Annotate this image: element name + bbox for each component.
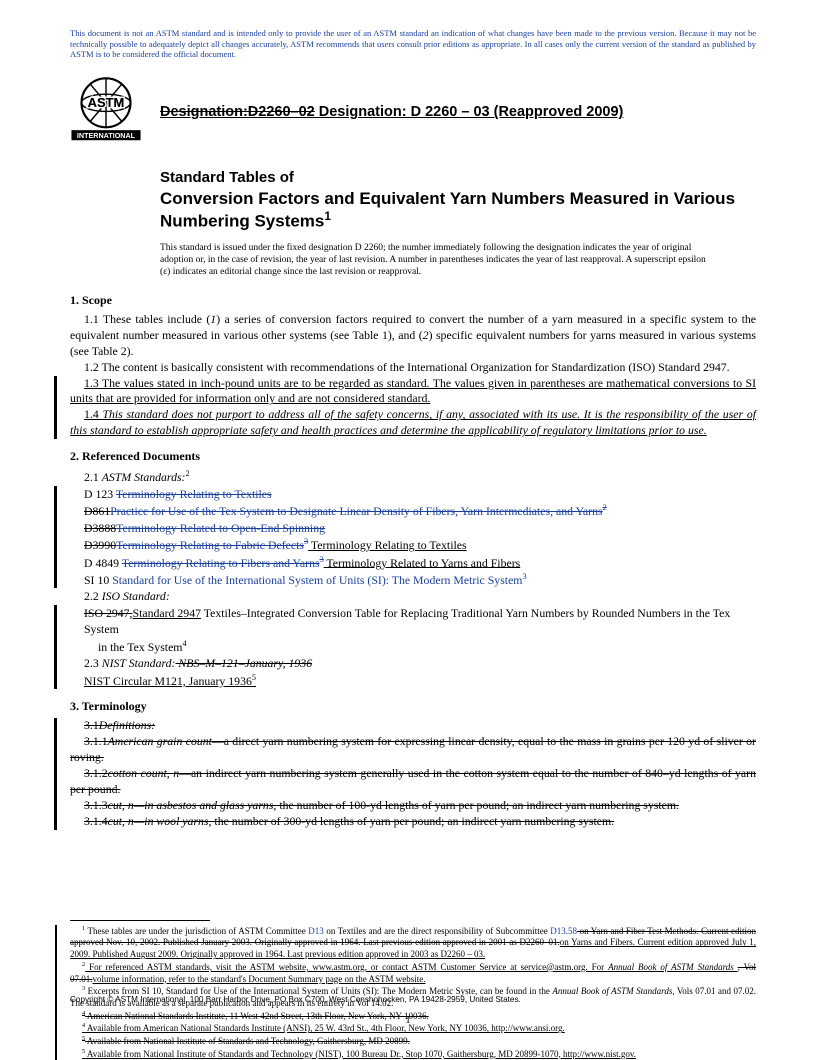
- copyright-line: Copyright © ASTM International, 100 Barr…: [70, 995, 521, 1004]
- ref-d3888: D3888Terminology Related to Open-End Spi…: [84, 520, 756, 537]
- title-block: Standard Tables of Conversion Factors an…: [160, 169, 756, 232]
- term-3-1-4: 3.1.4cut, n—in wool yarns, the number of…: [70, 814, 756, 830]
- astm-logo: ASTM ASTM INTERNATIONAL: [70, 74, 142, 151]
- footnote-2: 2 For referenced ASTM standards, visit t…: [70, 961, 756, 985]
- term-3-1-2: 3.1.2cotton count, n—an indirect yarn nu…: [70, 766, 756, 798]
- term-3-1: 3.1Definitions:: [70, 718, 756, 734]
- refdocs-head: 2. Referenced Documents: [70, 449, 756, 464]
- title-main: Conversion Factors and Equivalent Yarn N…: [160, 188, 756, 232]
- ref-2-3: 2.3 NIST Standard: NBS–M–121–January, 19…: [84, 655, 756, 672]
- footnote-rule: [70, 920, 210, 921]
- footnote-5-old: 5 Available from National Institute of S…: [70, 1035, 756, 1048]
- ref-d861: D861Practice for Use of the Tex System t…: [84, 502, 756, 519]
- scope-1-3: 1.3 The values stated in inch-pound unit…: [70, 376, 756, 408]
- change-bar-4: 2.3 NIST Standard: NBS–M–121–January, 19…: [54, 655, 756, 689]
- terminology-head: 3. Terminology: [70, 699, 756, 714]
- scope-1-1: 1.1 These tables include (1) a series of…: [70, 312, 756, 360]
- ref-si10: SI 10 Standard for Use of the Internatio…: [84, 571, 756, 588]
- ref-d3990: D3990Terminology Relating to Fabric Defe…: [84, 536, 756, 553]
- footnote-5: 5 Available from National Institute of S…: [70, 1048, 756, 1060]
- ref-2-2: 2.2 ISO Standard:: [84, 588, 756, 605]
- issuance-note: This standard is issued under the fixed …: [160, 242, 756, 279]
- change-bar-2: D 123 Terminology Relating to Textiles D…: [54, 486, 756, 589]
- ref-iso2947: ISO 2947,Standard 2947 Textiles–Integrat…: [84, 605, 756, 638]
- change-bar-1: 1.3 The values stated in inch-pound unit…: [54, 376, 756, 440]
- header-row: ASTM ASTM INTERNATIONAL Designation:D226…: [70, 74, 756, 151]
- ref-2-1: 2.1 ASTM Standards:2: [84, 468, 756, 485]
- footnotes-block: 1 These tables are under the jurisdictio…: [55, 925, 756, 1060]
- page-number: 1: [0, 1014, 816, 1026]
- ref-d4849: D 4849 Terminology Relating to Fibers an…: [84, 554, 756, 571]
- ref-d123: D 123 Terminology Relating to Textiles: [84, 486, 756, 503]
- scope-1-4: 1.4 This standard does not purport to ad…: [70, 407, 756, 439]
- svg-text:INTERNATIONAL: INTERNATIONAL: [77, 131, 136, 140]
- designation-line: Designation:D2260–02 Designation: D 2260…: [160, 104, 623, 120]
- scope-head: 1. Scope: [70, 293, 756, 308]
- ref-nist: NIST Circular M121, January 19365: [84, 672, 756, 689]
- new-designation: Designation: D 2260 – 03 (Reapproved 200…: [315, 104, 624, 120]
- change-bar-3: ISO 2947,Standard 2947 Textiles–Integrat…: [54, 605, 756, 655]
- disclaimer-header: This document is not an ASTM standard an…: [70, 28, 756, 60]
- scope-1-2: 1.2 The content is basically consistent …: [70, 360, 756, 376]
- term-3-1-3: 3.1.3cut, n—in asbestos and glass yarns,…: [70, 798, 756, 814]
- footnote-1: 1 These tables are under the jurisdictio…: [70, 925, 756, 961]
- change-bar-5: 3.1Definitions: 3.1.1American grain coun…: [54, 718, 756, 829]
- title-kicker: Standard Tables of: [160, 169, 756, 188]
- svg-text:ASTM: ASTM: [88, 95, 125, 110]
- term-3-1-1: 3.1.1American grain count—a direct yarn …: [70, 734, 756, 766]
- ref-iso-cont: in the Tex System4: [98, 638, 756, 655]
- old-designation: Designation:D2260–02: [160, 104, 315, 120]
